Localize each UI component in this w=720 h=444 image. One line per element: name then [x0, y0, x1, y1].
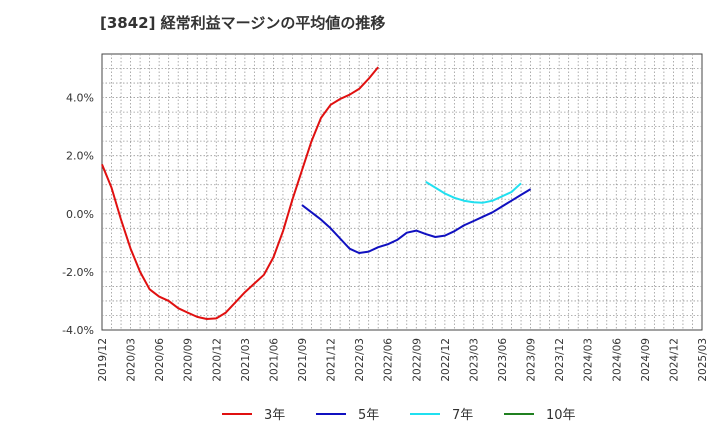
- x-tick-label: 2020/12: [211, 338, 223, 382]
- x-tick-label: 2020/09: [183, 338, 195, 382]
- plot-area: [101, 53, 703, 331]
- y-tick-label: -4.0%: [62, 324, 94, 337]
- legend-label: 3年: [264, 408, 285, 423]
- x-tick-label: 2024/12: [668, 338, 680, 382]
- x-tick-label: 2022/03: [354, 338, 366, 382]
- series-line: [301, 188, 532, 254]
- legend-label: 5年: [358, 408, 379, 423]
- x-tick-label: 2023/12: [554, 338, 566, 382]
- x-tick-label: 2022/12: [440, 338, 452, 382]
- x-tick-label: 2024/06: [611, 338, 623, 382]
- y-tick-label: -2.0%: [62, 266, 94, 279]
- legend-label: 7年: [452, 408, 473, 423]
- series-line: [101, 66, 379, 320]
- chart-title: [3842] 経常利益マージンの平均値の推移: [100, 14, 386, 32]
- y-tick-label: 0.0%: [66, 208, 94, 221]
- x-tick-label: 2023/06: [497, 338, 509, 382]
- x-tick-label: 2024/03: [583, 338, 595, 382]
- x-tick-label: 2025/03: [697, 338, 709, 382]
- x-tick-label: 2021/12: [326, 338, 338, 382]
- x-tick-label: 2022/09: [411, 338, 423, 382]
- x-tick-label: 2021/03: [240, 338, 252, 382]
- y-tick-label: 4.0%: [66, 92, 94, 105]
- x-tick-label: 2022/06: [383, 338, 395, 382]
- x-tick-label: 2019/12: [97, 338, 109, 382]
- x-tick-label: 2020/03: [126, 338, 138, 382]
- legend-label: 10年: [546, 408, 576, 423]
- x-tick-label: 2021/06: [268, 338, 280, 382]
- x-tick-label: 2023/09: [526, 338, 538, 382]
- x-tick-label: 2020/06: [154, 338, 166, 382]
- y-tick-label: 2.0%: [66, 150, 94, 163]
- series-line: [425, 180, 522, 204]
- x-tick-label: 2021/09: [297, 338, 309, 382]
- x-tick-label: 2023/03: [468, 338, 480, 382]
- x-tick-label: 2024/09: [640, 338, 652, 382]
